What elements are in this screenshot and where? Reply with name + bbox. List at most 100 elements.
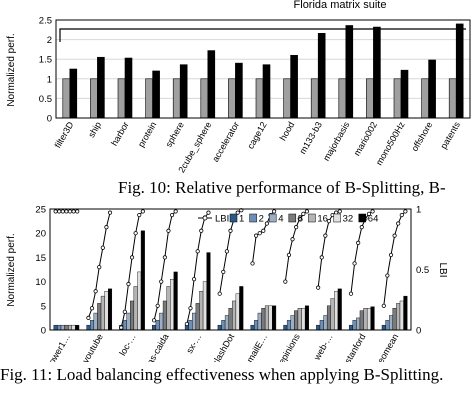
- bar: [228, 78, 236, 119]
- bar: [359, 310, 364, 331]
- bar: [232, 300, 237, 331]
- lbi-marker: [75, 209, 80, 214]
- bar: [71, 324, 76, 331]
- lbi-marker: [89, 306, 95, 311]
- bar: [370, 306, 375, 331]
- lbi-marker: [250, 261, 255, 266]
- bar: [290, 315, 295, 331]
- lbi-marker: [381, 303, 386, 308]
- lbi-marker: [254, 233, 259, 238]
- bar: [86, 324, 91, 331]
- bar: [255, 78, 264, 119]
- lbi-marker: [140, 209, 145, 214]
- lbi-marker: [119, 325, 124, 330]
- bar: [93, 312, 98, 331]
- x-tick-label: web-…: [311, 332, 334, 362]
- plot-frame: [49, 208, 412, 331]
- bar: [254, 320, 259, 331]
- bar: [301, 308, 306, 331]
- x-tick-label: ship: [86, 120, 103, 139]
- bar: [126, 312, 131, 331]
- y-tick-label: 2.5: [39, 16, 52, 27]
- lbi-marker: [257, 231, 262, 236]
- x-tick-label: stanford: [343, 332, 368, 362]
- y-axis-label: Normalized perf.: [6, 33, 17, 106]
- lbi-marker: [286, 252, 292, 258]
- lbi-marker: [64, 209, 69, 214]
- legend-swatch: [358, 213, 367, 223]
- lbi-marker: [356, 240, 361, 245]
- bar: [388, 315, 393, 331]
- bar: [268, 305, 273, 331]
- lbi-marker: [352, 261, 357, 266]
- lbi-marker: [60, 209, 65, 214]
- y-tick-label: 0: [41, 326, 46, 337]
- figure-10-chart: 0 0.5 1 1.5 2 2.5 filter3D ship harbor protein sp…: [6, 0, 471, 174]
- legend-label: 8: [298, 214, 303, 225]
- x-tick-label: epinions: [276, 332, 302, 362]
- lbi-marker: [217, 291, 222, 296]
- bar: [206, 252, 211, 331]
- bar: [396, 303, 401, 331]
- bar: [100, 295, 105, 331]
- figure-10-caption: Fig. 10: Relative performance of B-Split…: [118, 178, 446, 197]
- bar: [53, 324, 58, 331]
- bar: [264, 305, 269, 331]
- bar: [317, 33, 326, 119]
- bar: [363, 308, 368, 331]
- bar: [455, 23, 464, 119]
- bar: [228, 308, 233, 331]
- bar: [352, 320, 357, 331]
- y-tick-labels: 0 5 10 15 20 25: [35, 205, 46, 337]
- right-y-tick-label: 0: [416, 326, 421, 337]
- legend-swatch: [308, 213, 316, 223]
- bar: [130, 300, 135, 331]
- bar: [403, 295, 408, 331]
- bars: [53, 230, 408, 331]
- bar: [297, 308, 302, 331]
- legend-swatch: [268, 213, 277, 223]
- y-tick-label: 0: [47, 114, 52, 125]
- lbi-marker: [162, 255, 167, 260]
- lbi-marker: [399, 212, 404, 218]
- x-tick-label: accelerator: [210, 120, 241, 164]
- y-tick-label: 25: [35, 205, 46, 216]
- x-tick-label: filter3D: [53, 120, 76, 150]
- lbi-marker: [348, 291, 354, 296]
- x-tick-label: sphere: [164, 120, 186, 149]
- bar: [162, 300, 167, 331]
- lbi-marker: [133, 231, 138, 236]
- bar: [286, 320, 291, 331]
- bar: [448, 78, 457, 119]
- bars: [62, 23, 464, 119]
- lbi-marker: [297, 216, 302, 221]
- lbi-marker: [151, 318, 157, 323]
- bar: [400, 69, 409, 119]
- lbi-marker: [264, 221, 270, 226]
- lbi-marker: [385, 273, 390, 278]
- bar: [166, 286, 171, 331]
- bar: [207, 50, 216, 119]
- lbi-marker: [366, 211, 372, 216]
- lbi-marker: [323, 233, 328, 238]
- legend-label: 16: [317, 214, 328, 225]
- bar: [60, 324, 65, 331]
- lbi-marker: [100, 245, 105, 250]
- bar: [90, 320, 95, 331]
- bar: [262, 64, 271, 119]
- suite-annotation: Florida matrix suite: [294, 0, 387, 11]
- lbi-marker: [316, 285, 321, 290]
- lbi-marker: [107, 210, 113, 215]
- bar: [316, 324, 321, 331]
- y-tick-labels: 0 0.5 1 1.5 2 2.5: [39, 16, 52, 125]
- lbi-marker: [326, 218, 332, 224]
- x-tick-label: sx-…: [184, 332, 203, 355]
- y-tick-label: 2: [47, 35, 52, 46]
- bar: [124, 57, 133, 119]
- lbi-marker: [184, 321, 189, 327]
- bar: [304, 305, 309, 331]
- legend-label: 1: [239, 214, 244, 225]
- lbi-marker: [403, 209, 408, 214]
- bar: [385, 320, 390, 331]
- legend-label: 64: [368, 214, 379, 225]
